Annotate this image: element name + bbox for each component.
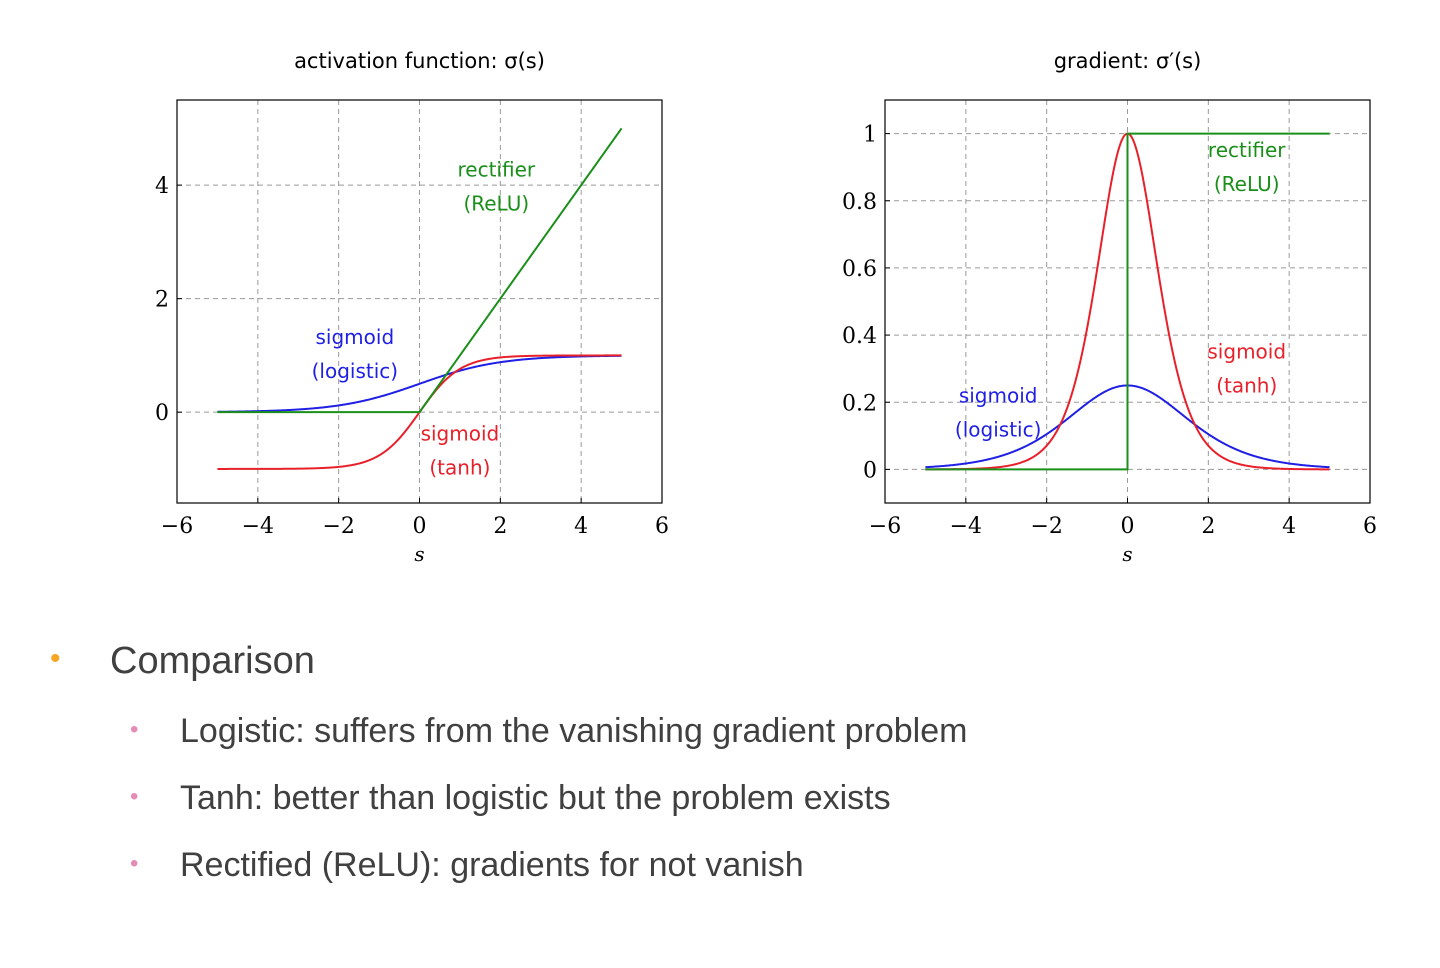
chart-title: activation function: σ(s) — [294, 49, 545, 73]
x-tick-label: −2 — [322, 514, 354, 539]
sub-bullet-dot-icon: • — [130, 716, 139, 743]
bullet-item-relu: • Rectified (ReLU): gradients for not va… — [130, 846, 804, 885]
chart-panel-0: −6 −4 −2 0 2 4 6 0 2 4 s activation function: σ(s) r… — [155, 49, 669, 566]
series-line-relu — [217, 127, 623, 414]
sub-bullet-dot-icon: • — [130, 783, 139, 810]
bullet-item-text: Rectified (ReLU): gradients for not vani… — [180, 846, 804, 884]
series-annotation: sigmoid — [316, 325, 395, 349]
series-annotation: sigmoid — [959, 383, 1038, 407]
x-tick-label: 0 — [1121, 514, 1135, 539]
y-tick-label: 0.4 — [842, 324, 877, 349]
y-tick-label: 2 — [155, 288, 169, 313]
charts-figure: −6 −4 −2 0 2 4 6 0 2 4 s activation function: σ(s) r… — [155, 49, 1377, 566]
bullet-comparison: • Comparison — [50, 640, 315, 683]
bullet-item-logistic: • Logistic: suffers from the vanishing g… — [130, 712, 968, 751]
chart-panel-1: −6 −4 −2 0 2 4 6 0 0.2 0.4 0.6 0.8 1 s gradient: σ′(s)… — [842, 49, 1377, 566]
bullet-main-text: Comparison — [110, 640, 315, 682]
series-annotation: rectifier — [1208, 138, 1286, 162]
x-axis-label: s — [1122, 542, 1132, 566]
y-tick-label: 0.8 — [842, 190, 877, 215]
series-line-logistic — [217, 354, 622, 413]
x-axis-label: s — [414, 542, 424, 566]
x-tick-label: −6 — [161, 514, 193, 539]
series-line-drelu — [925, 132, 1330, 471]
x-tick-label: 2 — [1201, 514, 1215, 539]
y-tick-label: 1 — [863, 123, 877, 148]
chart-title: gradient: σ′(s) — [1054, 49, 1202, 73]
series-annotation: (logistic) — [312, 359, 398, 383]
x-tick-label: 4 — [1282, 514, 1296, 539]
x-tick-label: −4 — [242, 514, 274, 539]
series-annotation: (ReLU) — [463, 192, 529, 216]
series-annotation: (tanh) — [1216, 374, 1277, 398]
y-tick-label: 0.6 — [842, 257, 877, 282]
series-annotation: (tanh) — [429, 456, 490, 480]
x-tick-label: −2 — [1030, 514, 1062, 539]
x-tick-label: 4 — [574, 514, 588, 539]
x-tick-label: 6 — [1363, 514, 1377, 539]
series-annotation: rectifier — [457, 158, 535, 182]
x-tick-label: −6 — [869, 514, 901, 539]
x-tick-label: 6 — [655, 514, 669, 539]
bullet-item-text: Logistic: suffers from the vanishing gra… — [180, 712, 968, 750]
series-annotation: sigmoid — [421, 422, 500, 446]
y-tick-label: 0.2 — [842, 391, 877, 416]
series-annotation: sigmoid — [1207, 340, 1286, 364]
y-tick-label: 0 — [863, 458, 877, 483]
x-tick-label: −4 — [950, 514, 982, 539]
series-annotation: (logistic) — [955, 417, 1041, 441]
x-tick-label: 2 — [493, 514, 507, 539]
y-tick-label: 4 — [155, 174, 169, 199]
x-tick-label: 0 — [413, 514, 427, 539]
bullet-item-tanh: • Tanh: better than logistic but the pro… — [130, 779, 891, 818]
bullet-dot-icon: • — [50, 642, 61, 675]
bullet-item-text: Tanh: better than logistic but the probl… — [180, 779, 891, 817]
sub-bullet-dot-icon: • — [130, 850, 139, 877]
series-annotation: (ReLU) — [1214, 172, 1280, 196]
y-tick-label: 0 — [155, 401, 169, 426]
